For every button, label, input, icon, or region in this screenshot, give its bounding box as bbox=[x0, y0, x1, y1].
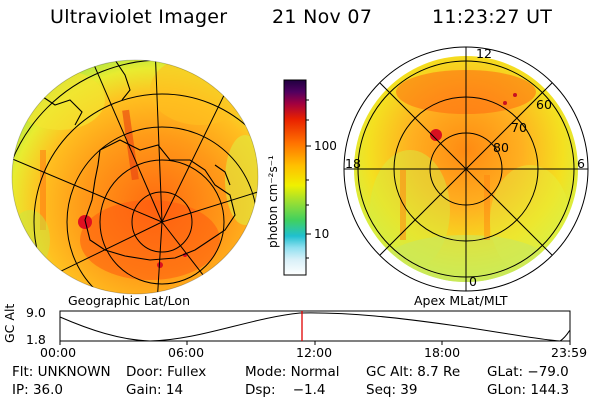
colorbar-scale bbox=[283, 79, 307, 276]
colorbar bbox=[283, 79, 311, 276]
time-tick-0600: 06:00 bbox=[168, 345, 205, 360]
time-tick-2359: 23:59 bbox=[551, 345, 588, 360]
magnetic-image-panel bbox=[343, 46, 589, 292]
continent-outline bbox=[39, 60, 236, 261]
mlt-label-dawn: 6 bbox=[577, 156, 585, 171]
ip-readout: IP: 36.0 bbox=[12, 382, 64, 398]
gain-readout: Gain: 14 bbox=[126, 382, 184, 398]
mlt-label-noon: 12 bbox=[476, 46, 492, 61]
colorbar-tick-100: 100 bbox=[314, 139, 337, 153]
geographic-image-panel bbox=[11, 59, 259, 295]
altitude-curve bbox=[59, 312, 571, 342]
time-tick-1200: 12:00 bbox=[296, 345, 333, 360]
bright-spot bbox=[430, 129, 442, 141]
time-tick-0000: 00:00 bbox=[40, 345, 77, 360]
mlt-grid bbox=[343, 46, 589, 292]
time-tick-1800: 18:00 bbox=[424, 345, 461, 360]
time-label: 11:23:27 UT bbox=[432, 6, 553, 28]
altitude-ymax-label: 9.0 bbox=[26, 305, 46, 320]
mode-readout: Mode: Normal bbox=[245, 364, 340, 380]
glat-readout: GLat: −79.0 bbox=[487, 364, 569, 380]
glon-readout: GLon: 144.3 bbox=[487, 382, 570, 398]
lat-label-80: 80 bbox=[493, 140, 509, 155]
instrument-title: Ultraviolet Imager bbox=[50, 6, 228, 28]
dsp-readout: Dsp: −1.4 bbox=[245, 382, 326, 398]
seq-readout: Seq: 39 bbox=[366, 382, 418, 398]
date-label: 21 Nov 07 bbox=[272, 6, 373, 28]
gc-alt-readout: GC Alt: 8.7 Re bbox=[366, 364, 461, 380]
colorbar-tick-10: 10 bbox=[314, 227, 330, 241]
lat-label-60: 60 bbox=[536, 97, 552, 112]
door-readout: Door: Fullex bbox=[126, 364, 207, 380]
mlt-label-midnight: 0 bbox=[469, 274, 477, 289]
lat-label-70: 70 bbox=[511, 120, 527, 135]
altitude-timeline bbox=[59, 310, 571, 345]
magnetic-panel-label: Apex MLat/MLT bbox=[414, 293, 508, 308]
altitude-plot-frame bbox=[59, 310, 571, 342]
mlt-label-dusk: 18 bbox=[345, 156, 361, 171]
flt-readout: Flt: UNKNOWN bbox=[12, 364, 111, 380]
colorbar-title: photon cm⁻²s⁻¹ bbox=[266, 155, 280, 248]
geographic-panel-label: Geographic Lat/Lon bbox=[68, 293, 190, 308]
altitude-ymin-label: 1.8 bbox=[26, 332, 46, 347]
altitude-ylabel: GC Alt bbox=[2, 303, 17, 343]
